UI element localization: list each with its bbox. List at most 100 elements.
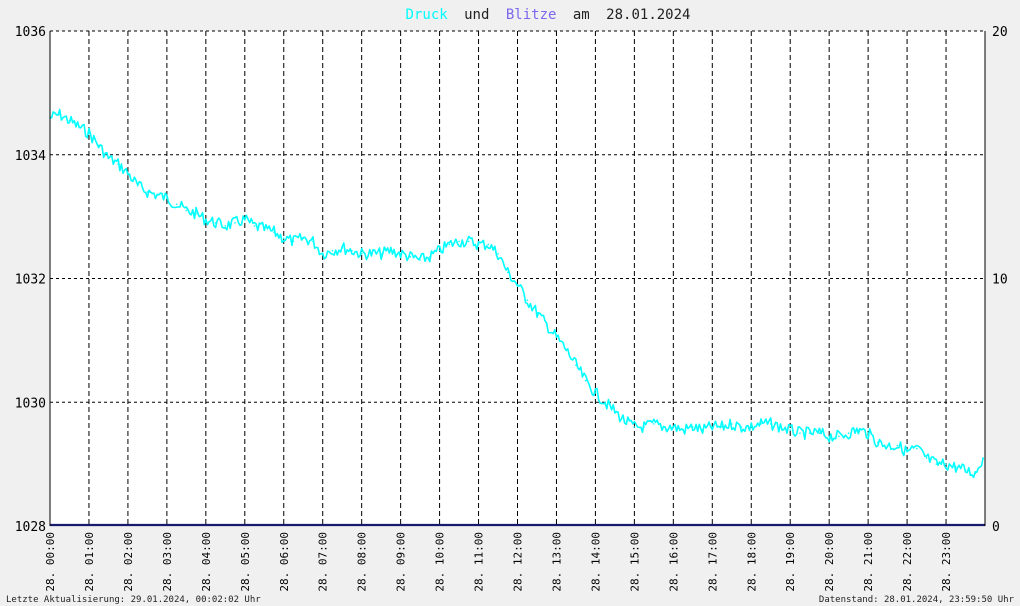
x-tick-label: 28. 10:00: [434, 532, 447, 592]
pressure-point: [360, 252, 363, 255]
pressure-point: [779, 426, 782, 428]
pressure-point: [925, 457, 928, 459]
pressure-point: [614, 410, 616, 413]
y-left-tick-label: 1032: [15, 273, 46, 288]
pressure-point: [536, 311, 538, 314]
pressure-point: [497, 252, 499, 255]
pressure-point: [526, 299, 529, 301]
x-tick-label: 28. 05:00: [239, 532, 252, 592]
pressure-point: [838, 435, 840, 438]
y-left-tick-label: 1034: [15, 149, 46, 164]
pressure-point: [828, 435, 830, 438]
pressure-point: [263, 228, 266, 230]
x-tick-label: 28. 04:00: [200, 532, 213, 592]
pressure-point: [516, 283, 519, 286]
title-prefix: am: [573, 7, 590, 23]
pressure-point: [243, 218, 246, 221]
pressure-point: [58, 113, 61, 116]
x-tick-label: 28. 02:00: [122, 532, 135, 592]
pressure-point: [458, 240, 460, 243]
pressure-point: [127, 172, 129, 175]
x-tick-label: 28. 09:00: [395, 532, 408, 592]
y-right-tick-label: 10: [992, 273, 1008, 288]
x-tick-label: 28. 22:00: [901, 532, 914, 592]
pressure-point: [370, 252, 373, 255]
pressure-point: [429, 256, 431, 258]
pressure-point: [351, 249, 353, 252]
pressure-point: [633, 426, 636, 428]
pressure-point: [886, 444, 889, 447]
pressure-point: [750, 426, 753, 428]
x-tick-label: 28. 18:00: [745, 532, 758, 592]
pressure-point: [468, 240, 470, 243]
pressure-point: [321, 252, 324, 255]
y-left-tick-label: 1028: [15, 520, 46, 535]
pressure-point: [185, 209, 188, 212]
footer-data-timestamp: Datenstand: 28.01.2024, 23:59:50 Uhr: [819, 595, 1015, 605]
pressure-point: [409, 256, 412, 258]
pressure-point: [594, 392, 597, 394]
pressure-point: [448, 243, 451, 246]
pressure-point: [224, 225, 227, 227]
pressure-point: [195, 212, 197, 215]
pressure-point: [273, 231, 275, 233]
x-tick-label: 28. 12:00: [512, 532, 525, 592]
pressure-point: [107, 157, 110, 159]
x-tick-label: 28. 08:00: [356, 532, 369, 592]
pressure-point: [964, 469, 967, 472]
pressure-point: [419, 259, 421, 261]
pressure-point: [789, 429, 792, 431]
y-left-tick-label: 1030: [15, 396, 46, 411]
pressure-point: [487, 243, 490, 246]
pressure-point: [156, 194, 158, 196]
pressure-point: [982, 457, 984, 459]
pressure-point: [555, 336, 558, 339]
pressure-point: [205, 218, 207, 221]
pressure-point: [935, 463, 938, 465]
pressure-point: [506, 271, 509, 274]
pressure-point: [292, 240, 295, 243]
pressure-point: [906, 450, 908, 453]
pressure-point: [341, 246, 343, 249]
x-tick-label: 28. 20:00: [823, 532, 836, 592]
pressure-point: [584, 379, 587, 382]
pressure-point: [390, 249, 392, 252]
title-series2: Blitze: [506, 7, 557, 23]
pressure-point: [282, 237, 285, 240]
pressure-point: [166, 197, 168, 199]
pressure-point: [769, 423, 772, 425]
pressure-point: [214, 222, 217, 224]
pressure-point: [312, 240, 314, 243]
pressure-point: [808, 432, 811, 434]
x-tick-label: 28. 03:00: [161, 532, 174, 592]
pressure-point: [643, 426, 645, 428]
pressure-point: [477, 243, 480, 246]
pressure-point: [575, 364, 577, 366]
footer-last-update: Letzte Aktualisierung: 29.01.2024, 00:02…: [6, 595, 261, 605]
pressure-point: [857, 429, 860, 431]
pressure-point: [682, 429, 684, 431]
pressure-point: [954, 466, 957, 469]
pressure-point: [545, 324, 548, 326]
y-right-tick-label: 0: [992, 520, 1000, 535]
pressure-point: [662, 426, 665, 428]
chart-title: Druck und Blitze am 28.01.2024: [406, 7, 691, 23]
x-tick-label: 28. 06:00: [278, 532, 291, 592]
x-tick-label: 28. 01:00: [83, 532, 96, 592]
pressure-point: [117, 163, 119, 165]
x-tick-label: 28. 07:00: [317, 532, 330, 592]
pressure-point: [945, 463, 947, 465]
title-date: 28.01.2024: [606, 7, 690, 23]
pressure-point: [302, 237, 305, 240]
pressure-point: [604, 401, 606, 404]
pressure-point: [799, 432, 801, 434]
pressure-point: [847, 432, 850, 434]
pressure-point: [175, 203, 178, 206]
pressure-point: [253, 225, 256, 227]
pressure-point: [234, 222, 236, 224]
y-left-tick-label: 1036: [15, 25, 46, 40]
pressure-point: [78, 126, 81, 128]
pressure-point: [916, 447, 918, 450]
